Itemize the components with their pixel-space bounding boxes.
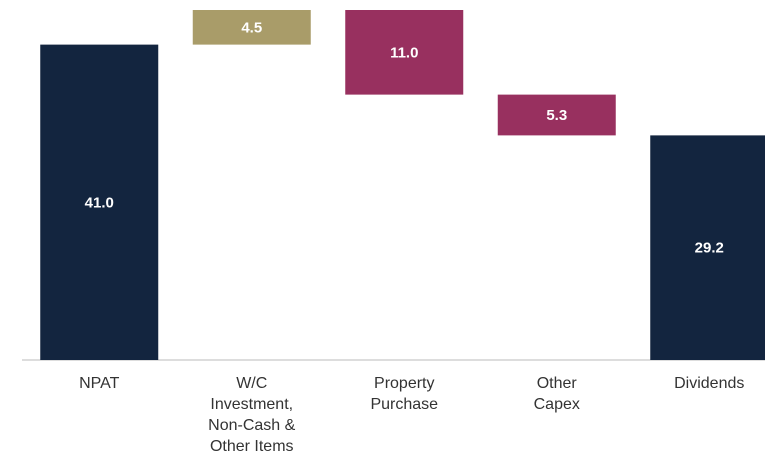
value-label: 5.3 [546, 107, 567, 124]
bar [192, 10, 311, 45]
bar [497, 94, 616, 136]
x-tick-label: W/C Investment, Non-Cash & Other Items [208, 375, 296, 455]
x-tick-label: Other Capex [533, 375, 580, 413]
bar [345, 10, 464, 95]
value-label: 29.2 [695, 240, 724, 257]
value-label: 4.5 [241, 19, 262, 36]
value-label: 11.0 [390, 44, 418, 61]
value-label: 41.0 [85, 194, 114, 211]
x-tick-label: Dividends [674, 375, 745, 392]
bar [650, 135, 765, 360]
x-tick-label: NPAT [79, 375, 120, 392]
x-tick-label: Property Purchase [370, 375, 439, 413]
bar [40, 44, 159, 360]
